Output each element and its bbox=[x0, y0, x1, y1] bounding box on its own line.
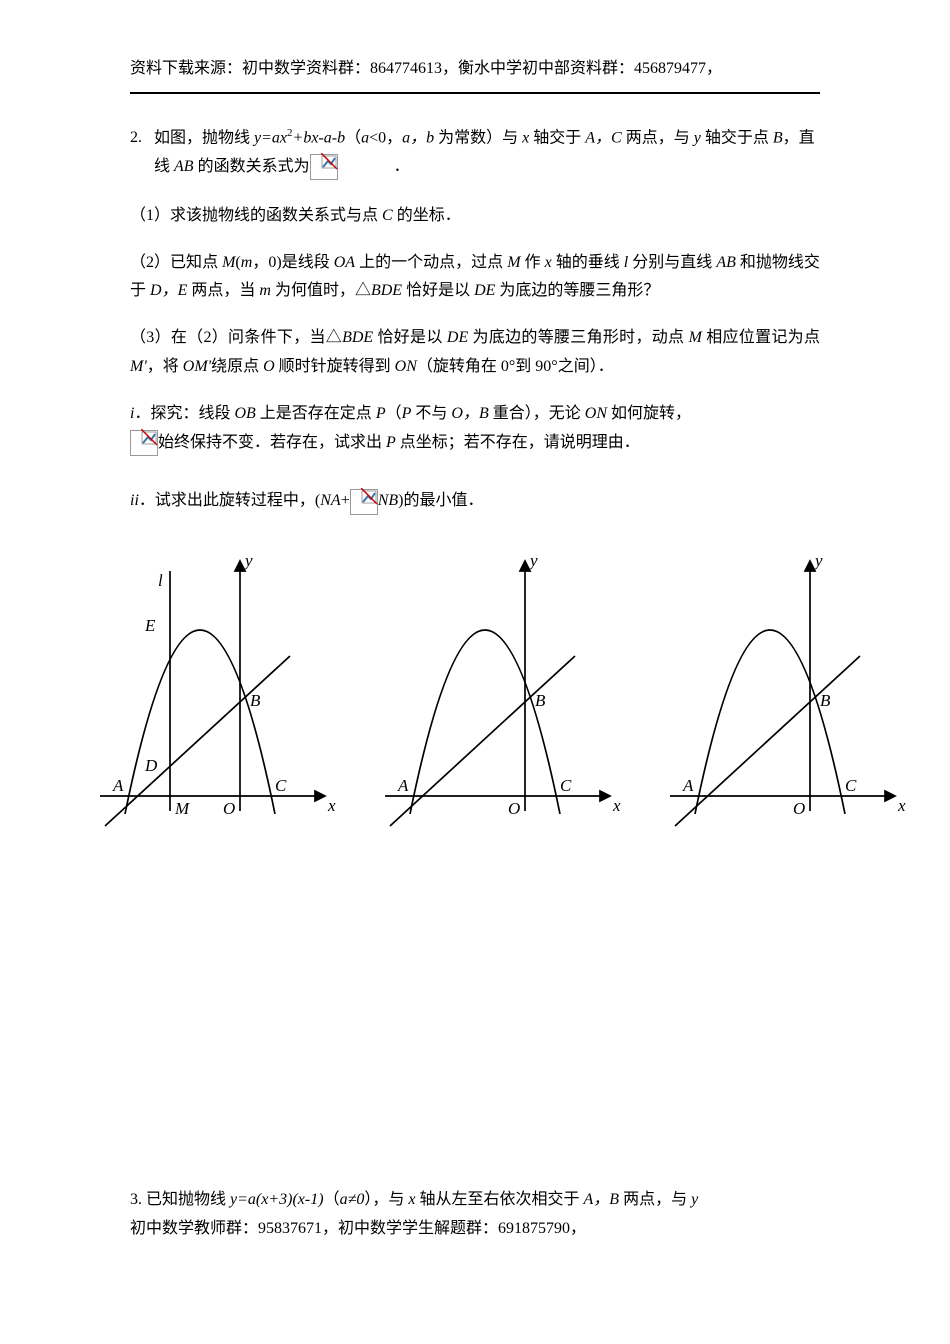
svg-text:B: B bbox=[535, 691, 546, 710]
problem-2-qi: i．探究：线段 OB 上是否存在定点 P（P 不与 O，B 重合），无论 ON … bbox=[130, 400, 820, 458]
problem-2: 2. 如图，抛物线 y=ax2+bx-a-b（a<0，a，b 为常数）与 x 轴… bbox=[130, 124, 820, 836]
problem-2-qii: ii．试求出此旋转过程中，(NA+NB)的最小值． bbox=[130, 487, 820, 516]
svg-text:O: O bbox=[508, 799, 520, 818]
svg-text:y: y bbox=[243, 551, 253, 570]
problem-2-q2: （2）已知点 M(m，0)是线段 OA 上的一个动点，过点 M 作 x 轴的垂线… bbox=[130, 249, 820, 307]
svg-text:y: y bbox=[528, 551, 538, 570]
header-text: 资料下载来源：初中数学资料群：864774613，衡水中学初中部资料群：4568… bbox=[130, 60, 722, 77]
svg-text:C: C bbox=[275, 776, 287, 795]
svg-text:O: O bbox=[223, 799, 235, 818]
svg-text:E: E bbox=[144, 616, 156, 635]
svg-text:x: x bbox=[327, 796, 336, 815]
footer-text: 初中数学教师群：95837671，初中数学学生解题群：691875790， bbox=[130, 1215, 820, 1244]
svg-text:C: C bbox=[560, 776, 572, 795]
problem-2-q3: （3）在（2）问条件下，当△BDE 恰好是以 DE 为底边的等腰三角形时，动点 … bbox=[130, 324, 820, 382]
svg-text:D: D bbox=[144, 756, 158, 775]
svg-text:l: l bbox=[158, 571, 163, 590]
svg-text:x: x bbox=[897, 796, 906, 815]
svg-text:A: A bbox=[397, 776, 409, 795]
svg-text:A: A bbox=[682, 776, 694, 795]
broken-image-icon bbox=[310, 154, 338, 180]
svg-text:M: M bbox=[174, 799, 190, 818]
svg-text:A: A bbox=[112, 776, 124, 795]
svg-text:x: x bbox=[612, 796, 621, 815]
broken-image-icon bbox=[130, 430, 158, 456]
problem-2-text: 如图，抛物线 y=ax2+bx-a-b（a<0，a，b 为常数）与 x 轴交于 … bbox=[154, 124, 820, 182]
header-source: 资料下载来源：初中数学资料群：864774613，衡水中学初中部资料群：4568… bbox=[130, 55, 820, 84]
svg-text:C: C bbox=[845, 776, 857, 795]
problem-2-number: 2. bbox=[130, 124, 142, 182]
svg-text:O: O bbox=[793, 799, 805, 818]
figure-3: y x B A O C bbox=[650, 546, 910, 836]
problem-2-intro: 2. 如图，抛物线 y=ax2+bx-a-b（a<0，a，b 为常数）与 x 轴… bbox=[130, 124, 820, 182]
svg-text:B: B bbox=[250, 691, 261, 710]
figure-2: y x B A O C bbox=[365, 546, 625, 836]
figures-row: y x l E B D A M O C y x bbox=[80, 546, 910, 836]
svg-text:B: B bbox=[820, 691, 831, 710]
problem-3-and-footer: 3. 已知抛物线 y=a(x+3)(x-1)（a≠0），与 x 轴从左至右依次相… bbox=[130, 1186, 820, 1244]
header-underline bbox=[130, 92, 820, 94]
svg-text:y: y bbox=[813, 551, 823, 570]
figure-1: y x l E B D A M O C bbox=[80, 546, 340, 836]
problem-2-q1: （1）求该抛物线的函数关系式与点 C 的坐标． bbox=[130, 202, 820, 231]
broken-image-icon bbox=[350, 489, 378, 515]
problem-3: 3. 已知抛物线 y=a(x+3)(x-1)（a≠0），与 x 轴从左至右依次相… bbox=[130, 1186, 820, 1215]
